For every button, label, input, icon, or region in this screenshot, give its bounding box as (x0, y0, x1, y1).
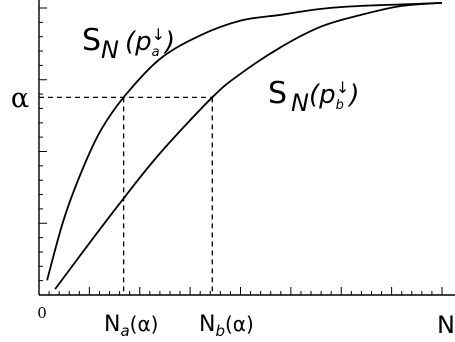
series-line-a (46, 2, 443, 281)
x-tick-label-nb: Nb(α) (199, 312, 254, 337)
series-label-b-paren: (p (309, 80, 336, 110)
x-tick-label-na-sub: a (120, 322, 129, 337)
y-axis-ticks (39, 7, 47, 296)
series-label-a-paren: (p (125, 27, 152, 57)
series-label-a-close: ) (163, 27, 175, 57)
series-label-a-arrow: ↓ (152, 25, 165, 44)
series-label-b-arrow: ↓ (336, 78, 349, 97)
series-label-a-s: S (82, 23, 101, 58)
series-label-b: S N(pb↓) (268, 76, 359, 117)
series-label-a-n: N (101, 36, 119, 64)
series-label-b-s: S (268, 76, 287, 111)
series-line-b (54, 2, 443, 290)
x-tick-label-nb-n: N (199, 312, 215, 337)
series-label-a-sub: a (152, 45, 160, 60)
x-tick-label-nb-arg: (α) (225, 312, 254, 336)
alpha-guides (39, 96, 213, 295)
series-label-a: SN (pa↓) (82, 23, 175, 64)
x-axis-ticks (38, 287, 443, 295)
y-tick-label-alpha: α (11, 83, 29, 114)
x-axis-label-n: N (437, 311, 455, 337)
series-label-b-close: ) (347, 80, 359, 110)
x-tick-label-zero: 0 (37, 304, 47, 322)
series-label-b-sub: b (336, 98, 344, 113)
series-label-b-n: N (291, 89, 309, 117)
x-tick-label-na-n: N (104, 312, 120, 337)
x-tick-label-nb-sub: b (215, 322, 225, 337)
x-tick-label-na: Na(α) (104, 312, 158, 337)
x-tick-label-na-arg: (α) (130, 312, 159, 336)
series-curves (46, 2, 443, 290)
